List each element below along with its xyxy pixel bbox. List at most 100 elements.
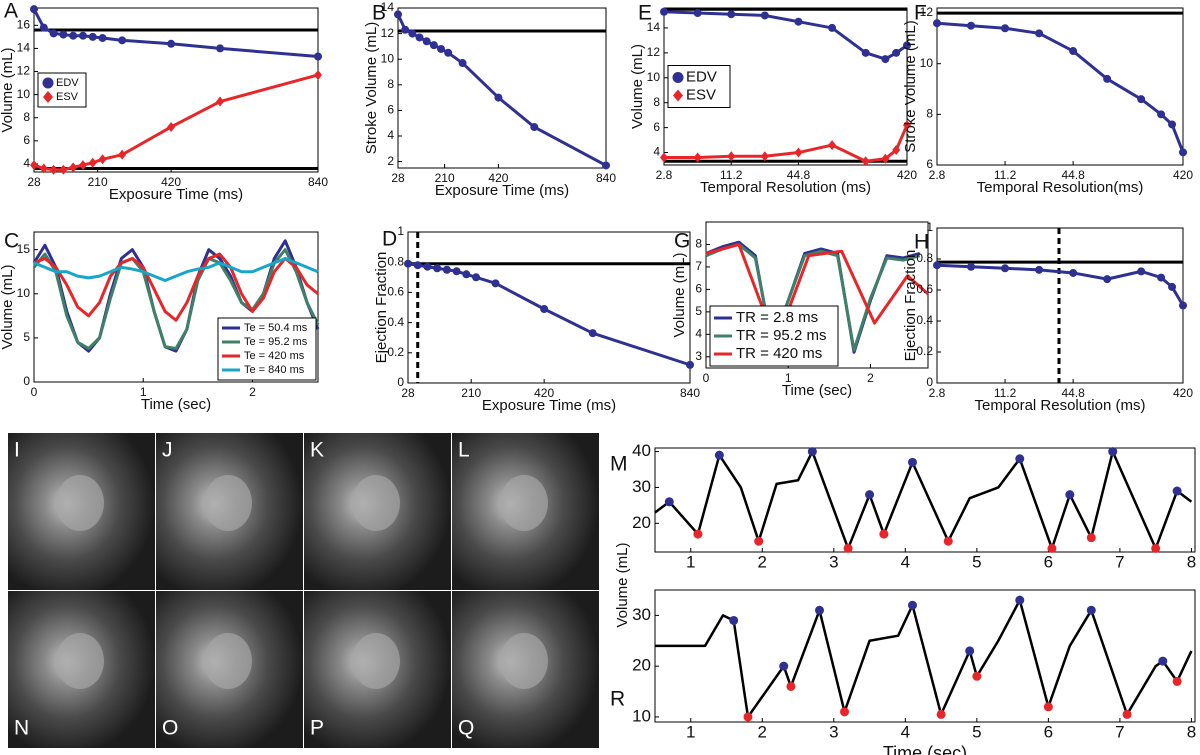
data-point [892, 145, 901, 156]
x-tick-label: 5 [972, 552, 981, 571]
heart-region [500, 633, 548, 689]
heart-region [352, 633, 400, 689]
x-tick-label: 0 [31, 385, 38, 399]
series-line [33, 252, 319, 322]
data-point [69, 31, 78, 40]
plot-frame [654, 589, 1196, 723]
data-point [727, 10, 736, 19]
data-point [415, 33, 424, 42]
x-tick-label: 0 [703, 371, 710, 385]
y-tick-label: 10 [632, 706, 651, 725]
heart-region [500, 475, 548, 531]
x-tick-label: 1 [686, 552, 695, 571]
data-point [1151, 543, 1161, 553]
y-tick-label: 2 [387, 154, 394, 168]
data-point [49, 29, 58, 38]
legend-label: ESV [56, 91, 79, 103]
y-axis-label: Ejection Fraction [902, 250, 919, 362]
heart-region [204, 633, 252, 689]
data-point [1168, 120, 1177, 129]
data-point [491, 279, 500, 288]
x-tick-label: 44.8 [1061, 168, 1085, 182]
data-point [69, 162, 78, 173]
data-point [39, 163, 48, 174]
x-tick-label: 420 [161, 175, 181, 189]
x-axis-label: Time (sec) [883, 743, 967, 755]
y-tick-label: 4 [653, 145, 660, 159]
series-line [936, 21, 1185, 153]
legend-label: EDV [686, 68, 717, 85]
x-tick-label: 2 [249, 385, 256, 399]
data-point [49, 164, 58, 175]
image-label: P [310, 717, 324, 740]
plot-frame [33, 231, 319, 383]
x-axis-label: Temporal Resolution (ms) [975, 397, 1146, 414]
x-axis-label: Time (sec) [141, 396, 211, 413]
data-point [59, 164, 68, 175]
data-point [88, 32, 97, 41]
y-tick-label: 15 [17, 242, 31, 256]
data-point [444, 48, 453, 57]
data-point [664, 497, 674, 507]
y-tick-label: 1 [926, 220, 933, 234]
data-point [30, 160, 38, 171]
data-point [408, 29, 417, 38]
legend-label: TR = 2.8 ms [736, 309, 818, 326]
image-label: J [162, 439, 173, 462]
panel-label: C [4, 230, 19, 253]
heart-region [352, 475, 400, 531]
y-tick-label: 1 [397, 224, 404, 238]
data-point [1043, 702, 1053, 712]
data-point [1001, 24, 1010, 33]
data-point [760, 11, 769, 20]
image-label: O [162, 717, 178, 740]
x-axis-label: Temporal Resolution (ms) [700, 179, 871, 196]
x-tick-label: 2 [867, 371, 874, 385]
data-point [1069, 47, 1078, 56]
panel-label: G [674, 230, 690, 253]
y-tick-label: 4 [23, 156, 30, 170]
data-point [754, 536, 764, 546]
series-line [705, 242, 929, 345]
data-point [1035, 29, 1044, 38]
y-tick-label: 20 [632, 656, 651, 675]
x-tick-label: 28 [391, 171, 405, 185]
data-point [118, 149, 127, 160]
data-point [1103, 74, 1112, 83]
legend-label: Te = 50.4 ms [244, 322, 308, 334]
data-point [602, 161, 610, 170]
x-tick-label: 420 [488, 171, 508, 185]
data-point [660, 152, 668, 163]
y-tick-label: 8 [926, 107, 933, 121]
series-line [664, 124, 909, 163]
y-tick-label: 0.8 [387, 254, 404, 268]
y-tick-label: 0 [397, 375, 404, 389]
y-tick-label: 4 [695, 326, 702, 340]
x-tick-label: 420 [534, 386, 554, 400]
y-tick-label: 8 [695, 237, 702, 251]
x-axis-label: Exposure Time (ms) [109, 186, 243, 203]
data-point [828, 140, 837, 151]
data-point [167, 121, 176, 132]
plot-frame [705, 221, 929, 369]
heart-region [56, 475, 104, 531]
heart-region [204, 475, 252, 531]
data-point [30, 5, 38, 14]
x-axis-label: Temporal Resolution(ms) [977, 179, 1144, 196]
x-tick-label: 7 [1115, 552, 1124, 571]
y-tick-label: 10 [17, 286, 31, 300]
data-point [1103, 275, 1112, 284]
data-point [1015, 595, 1025, 605]
x-tick-label: 840 [596, 171, 616, 185]
y-tick-label: 12 [381, 26, 395, 40]
data-point [1086, 533, 1096, 543]
data-point [458, 59, 467, 68]
y-tick-label: 40 [632, 441, 651, 460]
data-point [1108, 447, 1118, 457]
y-tick-label: 0.8 [916, 251, 933, 265]
y-tick-label: 16 [17, 17, 31, 31]
x-tick-label: 8 [1187, 552, 1196, 571]
data-point [861, 48, 870, 57]
legend-label: Te = 840 ms [244, 364, 305, 376]
y-tick-label: 14 [381, 0, 395, 14]
